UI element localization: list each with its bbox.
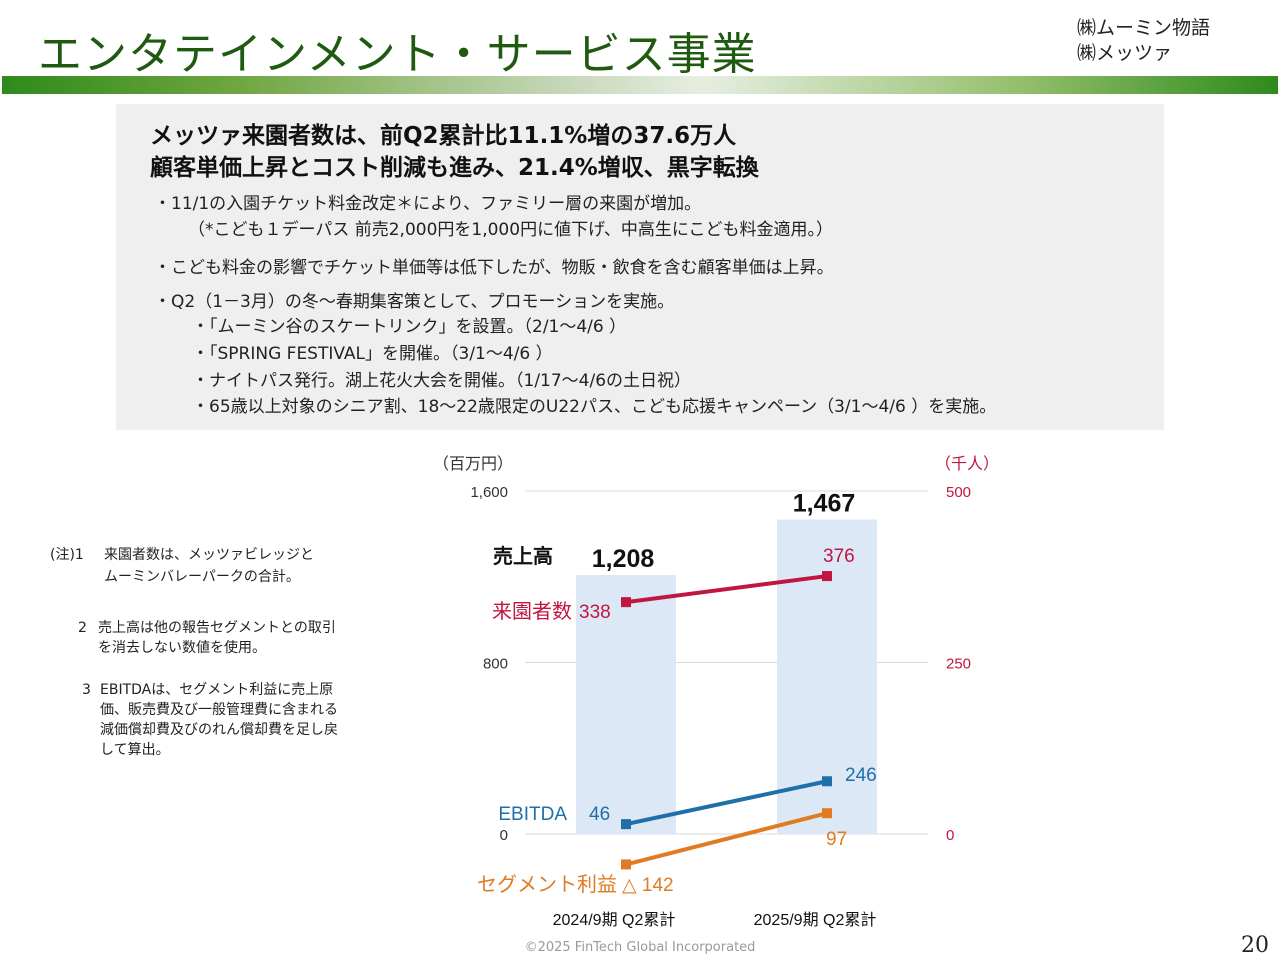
series-line-EBITDA <box>625 779 828 827</box>
series-point-セグメント利益 <box>822 808 832 819</box>
sub-bullet-3: ・ナイトパス発行。湖上花火大会を開催。（1/17～4/6の土日祝） <box>192 371 692 391</box>
series-line-セグメント利益 <box>625 811 828 867</box>
sales-series-name: 売上高 <box>493 544 553 568</box>
bullet-1: ・11/1の入園チケット料金改定＊により、ファミリー層の来園が増加。 <box>154 194 702 214</box>
y-right-unit-label: （千人） <box>935 455 999 473</box>
note-2-text-b: を消去しない数値を使用。 <box>98 640 266 656</box>
sub-bullet-1: ・「ムーミン谷のスケートリンク」を設置。（2/1～4/6 ） <box>192 317 627 337</box>
sales-bar <box>576 575 676 834</box>
series-name-セグメント利益: セグメント利益 <box>477 873 617 896</box>
series-name-来園者数: 来園者数 <box>492 600 572 623</box>
series-point-セグメント利益 <box>621 859 631 870</box>
series-value-label: △ 142 <box>622 875 674 896</box>
bullet-3: ・Q2（1－3月）の冬～春期集客策として、プロモーションを実施。 <box>154 292 675 312</box>
series-value-label: 246 <box>845 765 877 786</box>
page-title: エンタテインメント・サービス事業 <box>38 29 757 80</box>
company-name-1: ㈱ムーミン物語 <box>1077 17 1211 39</box>
sub-bullet-4: ・65歳以上対象のシニア割、18～22歳限定のU22パス、こども応援キャンペーン… <box>192 397 997 417</box>
note-3-text-d: して算出。 <box>100 742 170 758</box>
series-point-EBITDA <box>621 819 631 830</box>
note-3-text-c: 減価償却費及びのれん償却費を足し戻 <box>100 722 338 738</box>
series-point-来園者数 <box>621 597 631 608</box>
series-line-来園者数 <box>625 574 828 605</box>
note-3-text-a: EBITDAは、セグメント利益に売上原 <box>100 682 334 698</box>
sales-bar-label: 1,467 <box>793 490 856 518</box>
y-right-tick-label: 500 <box>946 484 971 501</box>
series-name-EBITDA: EBITDA <box>498 804 567 825</box>
company-names: ㈱ムーミン物語 ㈱メッツァ <box>1077 16 1210 66</box>
note-3-number: 3 <box>82 682 91 698</box>
y-right-tick-label: 0 <box>946 827 954 844</box>
y-left-tick-label: 800 <box>483 656 508 673</box>
note-1-text-b: ムーミンバレーパークの合計。 <box>104 569 300 585</box>
x-category-label: 2025/9期 Q2累計 <box>754 911 877 929</box>
y-left-tick-label: 1,600 <box>470 484 508 501</box>
note-1-number: (注)1 <box>50 547 84 563</box>
note-2-number: 2 <box>78 620 87 636</box>
summary-box: メッツァ来園者数は、前Q2累計比11.1%増の37.6万人 顧客単価上昇とコスト… <box>116 104 1164 430</box>
headline-1: メッツァ来園者数は、前Q2累計比11.1%増の37.6万人 <box>150 123 737 149</box>
series-value-label: 376 <box>823 546 855 567</box>
sales-bar-label: 1,208 <box>592 545 655 573</box>
page-number: 20 <box>1241 933 1269 958</box>
series-value-label: 97 <box>826 829 847 850</box>
headline-2: 顧客単価上昇とコスト削減も進み、21.4%増収、黒字転換 <box>150 155 759 181</box>
note-2-text-a: 売上高は他の報告セグメントとの取引 <box>98 620 336 636</box>
note-3-text-b: 価、販売費及び一般管理費に含まれる <box>100 702 338 718</box>
title-underline-bar <box>2 76 1278 94</box>
series-value-label: 338 <box>579 602 611 623</box>
sub-bullet-2: ・「SPRING FESTIVAL」を開催。（3/1～4/6 ） <box>192 344 553 364</box>
series-value-label: 46 <box>589 804 610 825</box>
note-1-text-a: 来園者数は、メッツァビレッジと <box>104 547 314 563</box>
y-right-tick-label: 250 <box>946 656 971 673</box>
y-left-tick-label: 0 <box>500 827 508 844</box>
x-category-label: 2024/9期 Q2累計 <box>553 911 676 929</box>
copyright-footer: ©2025 FinTech Global Incorporated <box>524 940 756 955</box>
bullet-1-note: （*こども１デーパス 前売2,000円を1,000円に値下げ、中高生にこども料金… <box>188 220 834 240</box>
bullet-2: ・こども料金の影響でチケット単価等は低下したが、物販・飲食を含む顧客単価は上昇。 <box>154 258 834 278</box>
y-left-unit-label: （百万円） <box>433 455 513 473</box>
company-name-2: ㈱メッツァ <box>1077 42 1173 64</box>
series-point-EBITDA <box>822 776 832 787</box>
series-point-来園者数 <box>822 571 832 582</box>
